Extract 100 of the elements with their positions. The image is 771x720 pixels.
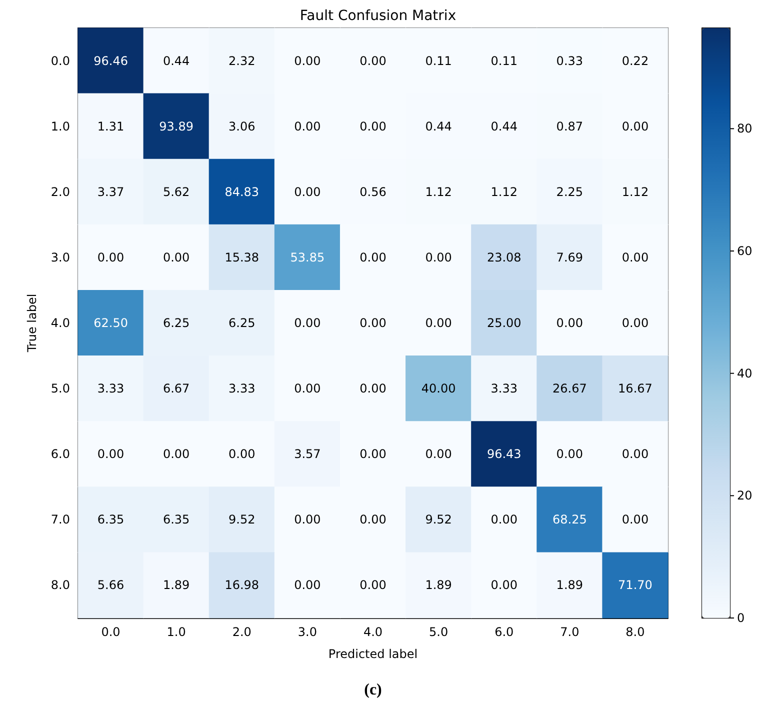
data-label: 0.00: [294, 512, 321, 527]
data-label: 0.00: [360, 382, 386, 396]
y-axis-title: True label: [25, 294, 39, 354]
data-label: 96.43: [486, 447, 522, 462]
y-tick-label: 2.0: [50, 184, 70, 199]
data-label: 6.35: [162, 512, 190, 527]
data-label: 0.87: [556, 119, 584, 134]
data-label: 0.00: [360, 250, 386, 264]
data-label: 6.35: [97, 512, 124, 527]
color-bar-label: 20: [737, 488, 752, 503]
data-label: 5.62: [162, 184, 190, 199]
data-label: 6.25: [162, 316, 190, 330]
data-label: 0.00: [360, 578, 386, 592]
color-bar-label: 60: [737, 244, 752, 258]
data-label: 0.44: [162, 54, 190, 68]
data-label: 0.00: [162, 447, 190, 462]
data-label: 0.00: [360, 447, 386, 462]
data-label: 0.00: [425, 447, 452, 462]
y-tick-label: 8.0: [50, 578, 70, 592]
data-label: 93.89: [159, 119, 194, 134]
data-label: 1.89: [162, 578, 190, 592]
x-tick-label: 1.0: [166, 625, 186, 639]
data-label: 2.25: [556, 184, 584, 199]
data-label: 96.46: [94, 54, 128, 68]
data-label: 3.33: [228, 382, 256, 396]
data-label: 0.33: [556, 54, 584, 68]
data-label: 0.00: [490, 578, 518, 592]
x-tick-label: 8.0: [626, 625, 645, 639]
data-label: 1.89: [425, 578, 452, 592]
data-label: 3.33: [490, 382, 518, 396]
data-label: 0.00: [490, 512, 518, 527]
data-label: 1.12: [490, 184, 518, 199]
x-tick-label: 6.0: [494, 625, 514, 639]
data-label: 2.32: [228, 54, 256, 68]
data-label: 0.00: [622, 447, 649, 462]
data-label: 1.12: [622, 184, 649, 199]
data-label: 3.57: [294, 447, 321, 462]
data-label: 0.44: [425, 119, 452, 134]
data-label: 40.00: [421, 382, 456, 396]
data-label: 26.67: [552, 382, 587, 396]
data-label: 0.00: [97, 447, 124, 462]
y-tick-label: 6.0: [50, 447, 70, 462]
data-label: 1.31: [97, 119, 124, 134]
data-label: 5.66: [97, 578, 124, 592]
data-label: 6.67: [162, 382, 190, 396]
data-label: 0.11: [490, 54, 518, 68]
color-bar-label: 0: [737, 611, 745, 625]
color-bar-label: 40: [737, 366, 752, 380]
data-label: 0.00: [556, 316, 584, 330]
y-tick-label: 3.0: [50, 250, 70, 264]
data-label: 0.00: [425, 316, 452, 330]
y-tick-label: 1.0: [50, 119, 70, 134]
data-label: 0.22: [622, 54, 649, 68]
data-label: 0.00: [294, 578, 321, 592]
chart-title: Fault Confusion Matrix: [300, 8, 456, 24]
data-label: 3.37: [97, 184, 124, 199]
data-label: 53.85: [290, 250, 325, 264]
y-tick-label: 4.0: [50, 316, 70, 330]
x-tick-label: 5.0: [429, 625, 448, 639]
data-label: 6.25: [228, 316, 256, 330]
data-label: 0.00: [294, 316, 321, 330]
data-label: 0.00: [556, 447, 584, 462]
data-label: 0.56: [360, 184, 386, 199]
data-label: 0.00: [294, 119, 321, 134]
data-label: 7.69: [556, 250, 584, 264]
x-tick-label: 3.0: [298, 625, 317, 639]
data-label: 3.06: [228, 119, 256, 134]
data-label: 71.70: [618, 578, 652, 592]
x-axis-title: Predicted label: [328, 647, 418, 661]
data-label: 9.52: [228, 512, 256, 527]
data-label: 0.00: [622, 250, 649, 264]
x-tick-label: 0.0: [101, 625, 120, 639]
y-tick-label: 5.0: [50, 382, 70, 396]
data-label: 0.00: [360, 316, 386, 330]
x-tick-label: 7.0: [560, 625, 580, 639]
x-tick-label: 2.0: [232, 625, 252, 639]
data-label: 3.33: [97, 382, 124, 396]
data-label: 15.38: [224, 250, 260, 264]
data-label: 0.00: [360, 54, 386, 68]
data-label: 23.08: [486, 250, 522, 264]
text: (c): [364, 682, 382, 698]
data-label: 0.00: [622, 119, 649, 134]
x-tick-label: 4.0: [363, 625, 383, 639]
data-label: 0.00: [228, 447, 256, 462]
data-label: 16.98: [224, 578, 260, 592]
y-tick-label: 7.0: [50, 512, 70, 527]
data-label: 0.00: [360, 119, 386, 134]
data-label: 68.25: [552, 512, 587, 527]
data-label: 0.00: [97, 250, 124, 264]
data-label: 0.00: [425, 250, 452, 264]
data-label: 1.89: [556, 578, 584, 592]
data-label: 62.50: [94, 316, 128, 330]
data-label: 0.00: [360, 512, 386, 527]
data-label: 9.52: [425, 512, 452, 527]
data-label: 16.67: [618, 382, 652, 396]
data-label: 0.11: [425, 54, 452, 68]
data-label: 25.00: [486, 316, 522, 330]
data-label: 0.00: [294, 184, 321, 199]
data-label: 1.12: [425, 184, 452, 199]
data-label: 0.00: [294, 382, 321, 396]
